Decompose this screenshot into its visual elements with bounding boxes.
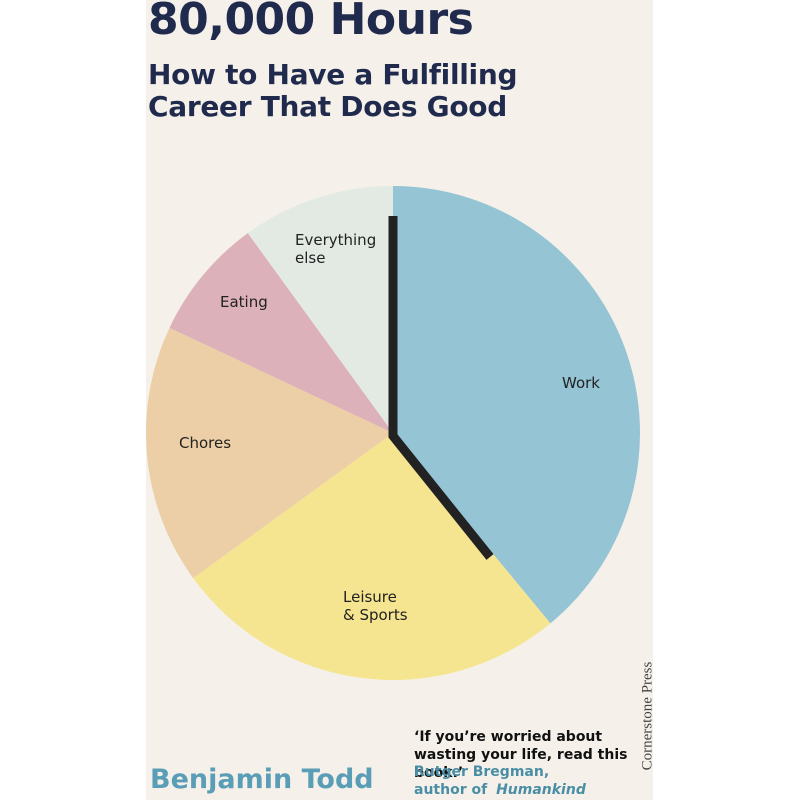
slice-label: Everything else (295, 231, 377, 267)
quote: ‘If you’re worried about wasting your li… (414, 729, 628, 781)
slice-label: Eating (220, 293, 268, 311)
publisher: Cornerstone Press (639, 661, 656, 771)
title: 80,000 Hours (148, 0, 474, 45)
subtitle: How to Have a Fulfilling (148, 58, 518, 91)
quote-source: author of Humankind (414, 782, 586, 798)
slice-label: Leisure & Sports (343, 588, 408, 624)
pie-slice (247, 186, 393, 433)
pie-slice (169, 233, 393, 433)
pie-slice (193, 433, 551, 680)
quote-book: Humankind (496, 782, 586, 798)
subtitle: Career That Does Good (148, 90, 507, 123)
clock-hand (388, 216, 494, 560)
quote-author: Rutger Bregman, (414, 764, 550, 780)
slice-label: Work (562, 374, 600, 392)
pie-slice (393, 186, 640, 624)
quote-role: author of (414, 782, 488, 798)
pie-slice (146, 327, 393, 579)
slice-label: Chores (179, 434, 232, 452)
author: Benjamin Todd (150, 764, 374, 795)
